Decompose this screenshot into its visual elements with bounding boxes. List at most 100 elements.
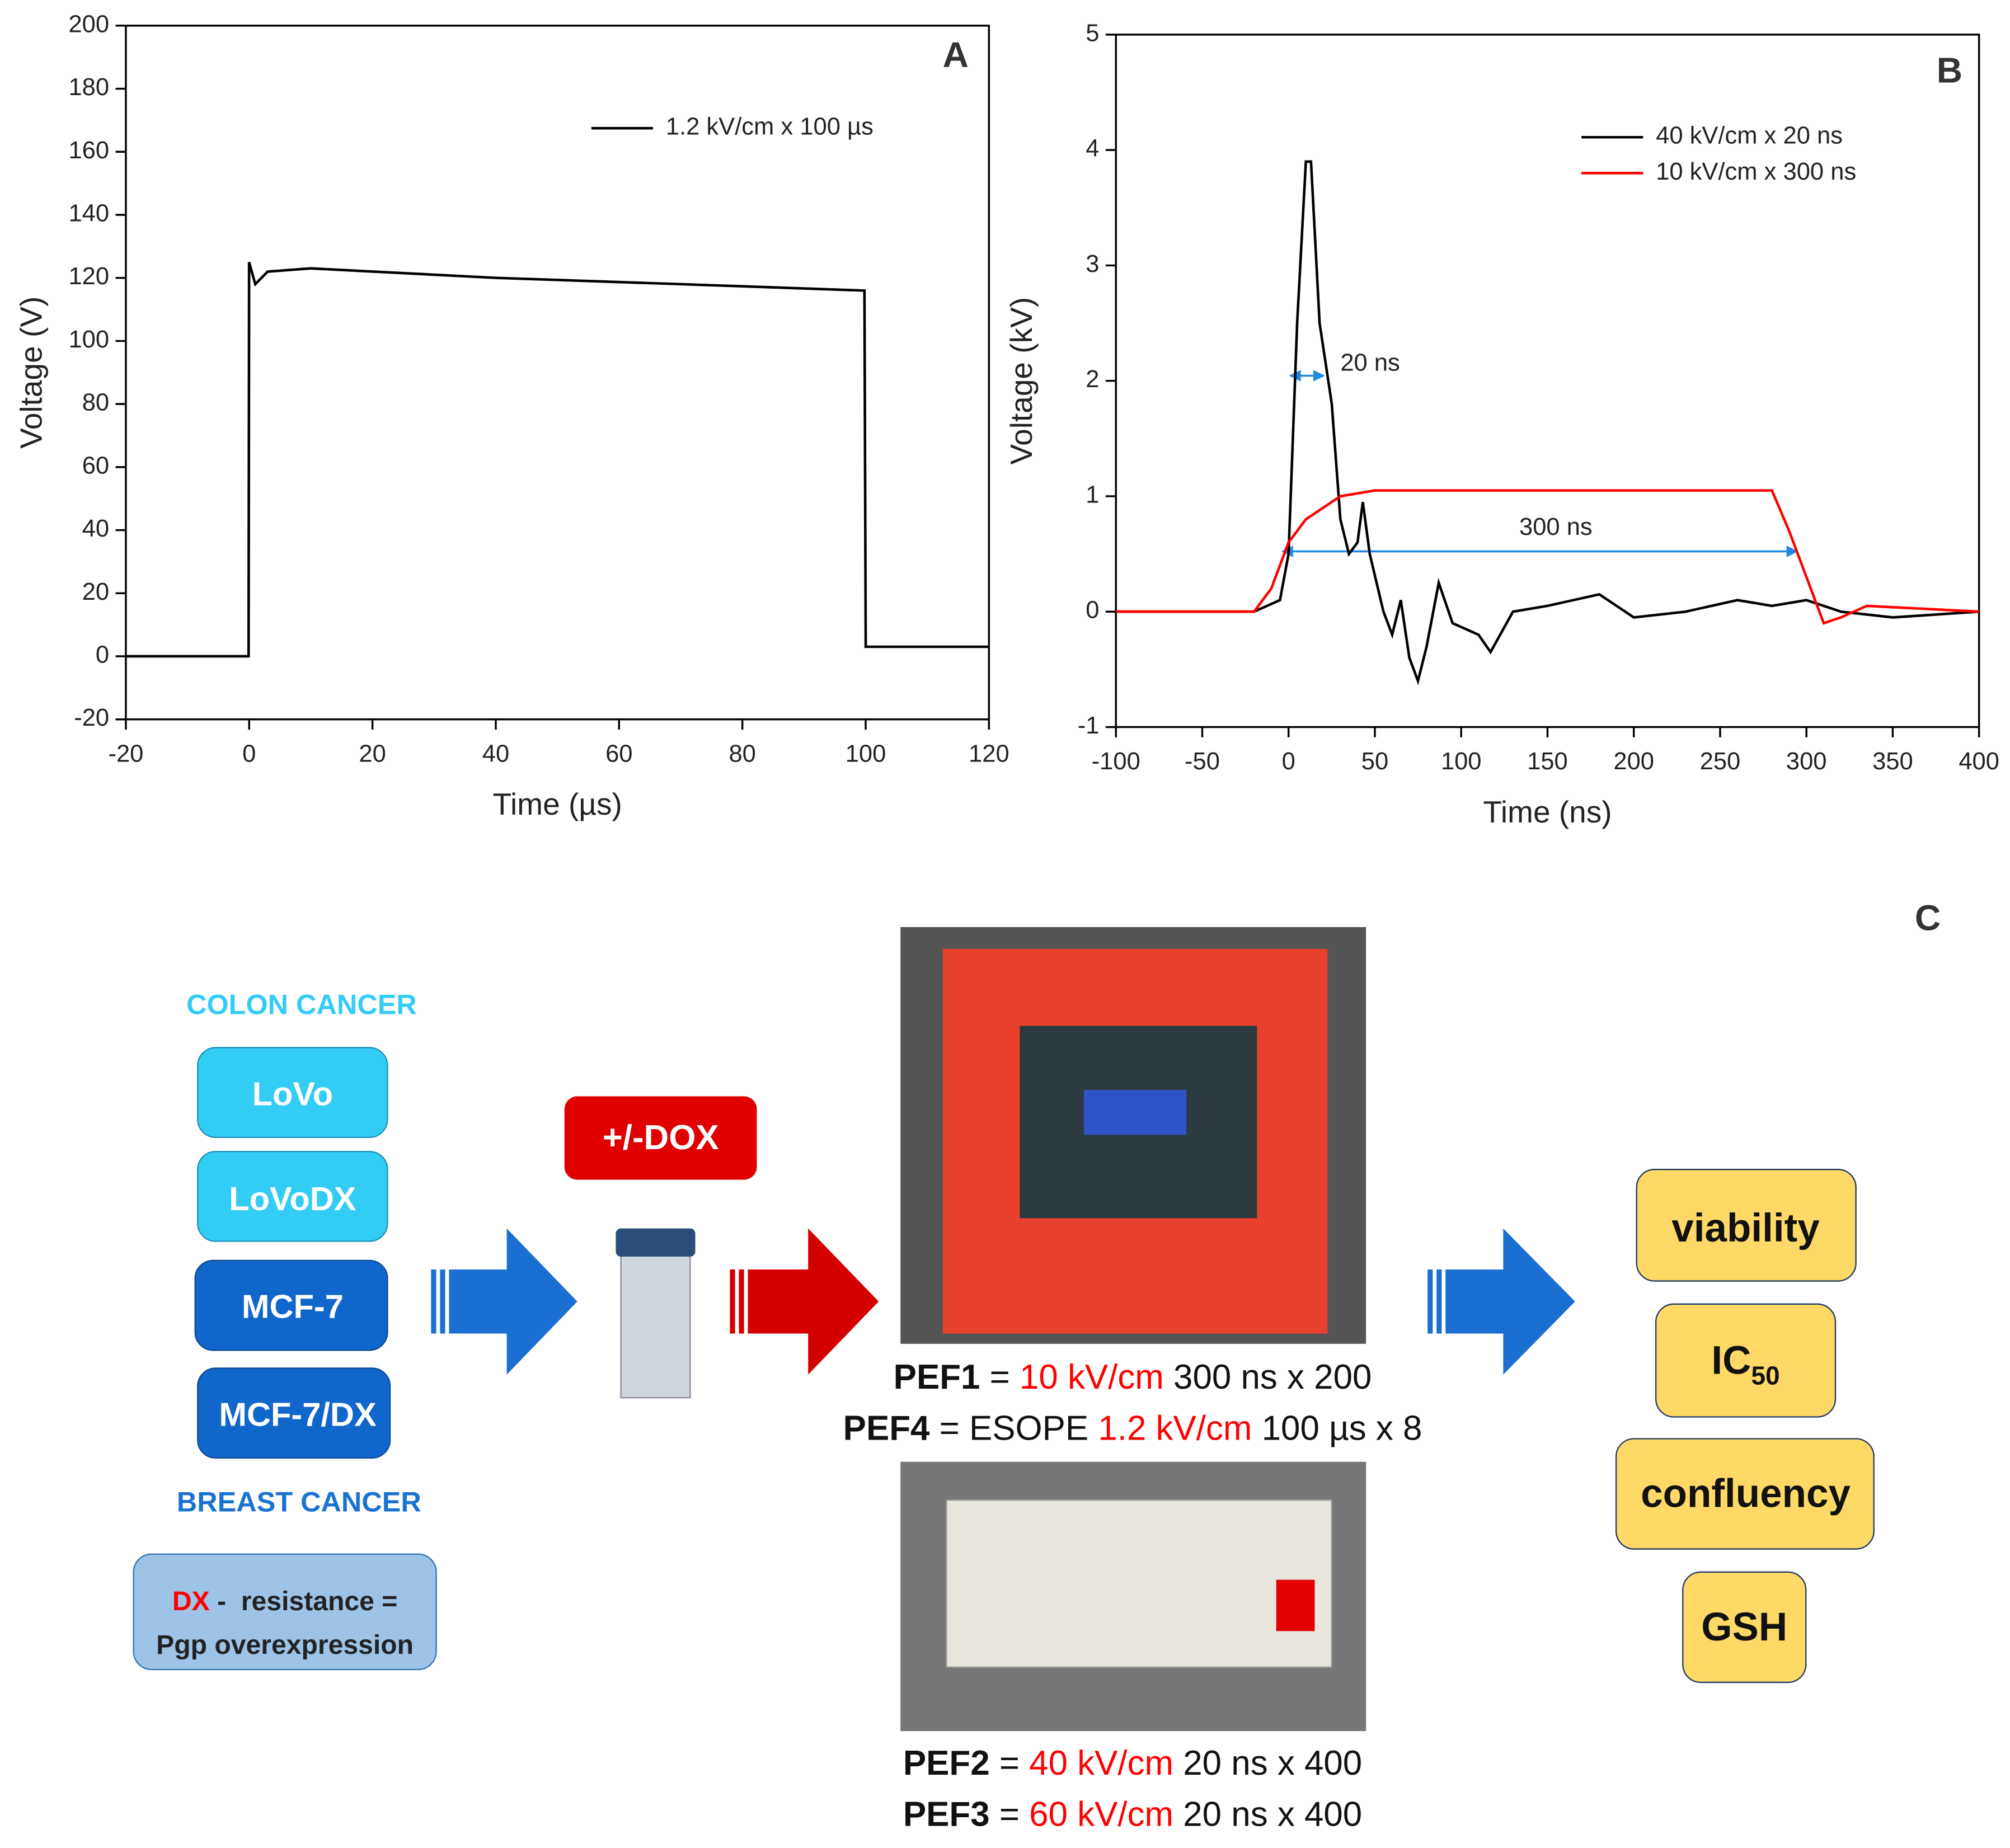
data-line xyxy=(1116,160,1979,685)
text-part: = xyxy=(980,1358,1020,1396)
cell-line-label: LoVo xyxy=(252,1075,334,1112)
x-tick-label: 20 xyxy=(359,740,386,767)
panel-label: C xyxy=(1915,898,1941,938)
group-label: BREAST CANCER xyxy=(177,1486,421,1518)
x-tick-label: 350 xyxy=(1872,748,1913,775)
text-part: = xyxy=(990,1744,1030,1783)
plot-frame xyxy=(1115,34,1980,728)
x-tick-label: 300 xyxy=(1786,748,1827,775)
y-tick-label: 0 xyxy=(96,642,109,669)
text-part: 20 ns x 400 xyxy=(1173,1744,1362,1783)
x-tick-label: 80 xyxy=(729,740,755,767)
arrow xyxy=(431,1228,577,1375)
rich-text: confluency xyxy=(1641,1471,1851,1516)
arrow xyxy=(1427,1228,1575,1375)
x-tick-label: -20 xyxy=(108,740,143,767)
text-part: PEF4 xyxy=(843,1409,930,1448)
y-tick-label: 80 xyxy=(82,389,109,416)
text-part: DX xyxy=(172,1586,210,1616)
y-tick-label: 160 xyxy=(68,137,109,164)
text-part: 300 ns x 200 xyxy=(1164,1358,1372,1396)
outcome-box xyxy=(1615,1438,1875,1550)
text-part: - resistance = xyxy=(210,1586,398,1616)
text-part: 50 xyxy=(1751,1361,1779,1390)
data-line xyxy=(125,261,989,658)
x-tick-label: 100 xyxy=(846,740,886,767)
y-tick-label: 40 xyxy=(82,515,109,542)
y-tick-label: 1 xyxy=(1086,481,1099,508)
text-part: viability xyxy=(1671,1206,1820,1250)
cell-box xyxy=(197,1047,388,1139)
text-part: 1.2 kV/cm xyxy=(1098,1409,1252,1448)
x-axis-label: Time (µs) xyxy=(492,787,622,821)
y-tick-label: 120 xyxy=(68,263,109,290)
text-part: PEF1 xyxy=(894,1358,980,1396)
y-tick-label: 180 xyxy=(68,74,109,101)
y-tick-label: 5 xyxy=(1086,20,1099,46)
x-tick-label: 0 xyxy=(242,740,256,767)
y-tick-label: 0 xyxy=(1086,597,1099,624)
x-tick-label: 100 xyxy=(1441,748,1482,775)
rich-text: PEF1 = 10 kV/cm 300 ns x 200 xyxy=(894,1358,1372,1396)
cell-line-label: MCF-7 xyxy=(242,1288,344,1325)
x-tick-label: 50 xyxy=(1361,748,1388,775)
rich-text: GSH xyxy=(1701,1605,1787,1649)
legend-label: 1.2 kV/cm x 100 µs xyxy=(666,114,873,140)
group-label: COLON CANCER xyxy=(186,988,417,1020)
text-part: 40 kV/cm xyxy=(1029,1744,1173,1783)
note-box xyxy=(133,1553,437,1671)
text-part: IC xyxy=(1711,1338,1751,1383)
generator xyxy=(946,1499,1332,1668)
cuvette-cap xyxy=(616,1228,696,1257)
y-tick-label: 20 xyxy=(82,579,109,605)
x-tick-label: 400 xyxy=(1959,748,1999,775)
x-tick-label: -50 xyxy=(1185,748,1220,775)
plot-frame xyxy=(125,25,990,721)
text-part: GSH xyxy=(1701,1605,1787,1649)
device-display xyxy=(1083,1090,1187,1135)
outcome-box xyxy=(1682,1571,1807,1684)
y-tick-label: 60 xyxy=(82,452,109,479)
x-tick-label: 120 xyxy=(969,740,1009,767)
cell-line-label: LoVoDX xyxy=(229,1180,356,1217)
annotation: 300 ns xyxy=(1519,514,1593,540)
cell-box xyxy=(197,1367,391,1459)
y-tick-label: 140 xyxy=(68,200,109,227)
rich-text: PEF4 = ESOPE 1.2 kV/cm 100 µs x 8 xyxy=(843,1409,1422,1448)
y-tick-label: 4 xyxy=(1086,135,1099,162)
arrow xyxy=(730,1228,879,1375)
text-part: = xyxy=(990,1795,1030,1834)
rich-text: PEF3 = 60 kV/cm 20 ns x 400 xyxy=(903,1795,1362,1834)
x-tick-label: 40 xyxy=(482,740,509,767)
y-tick-label: 3 xyxy=(1086,251,1099,278)
legend-label: 10 kV/cm x 300 ns xyxy=(1656,158,1856,185)
text-part: 100 µs x 8 xyxy=(1252,1409,1422,1448)
text-part: 10 kV/cm xyxy=(1020,1358,1164,1396)
x-tick-label: 150 xyxy=(1527,748,1568,775)
x-tick-label: 250 xyxy=(1700,748,1741,775)
x-tick-label: -100 xyxy=(1092,748,1140,775)
outcome-box xyxy=(1655,1303,1837,1418)
panel-label: A xyxy=(943,35,969,75)
annotation: 20 ns xyxy=(1340,349,1400,376)
text-part: confluency xyxy=(1641,1471,1851,1516)
x-tick-label: 0 xyxy=(1282,748,1295,775)
panel-label: B xyxy=(1937,50,1962,91)
text-part: 60 kV/cm xyxy=(1029,1795,1173,1834)
text-part: 20 ns x 400 xyxy=(1173,1795,1362,1834)
x-axis-label: Time (ns) xyxy=(1483,794,1612,829)
diagram-shapes xyxy=(133,927,1875,1732)
y-axis-label: Voltage (V) xyxy=(13,297,48,449)
rich-text: Pgp overexpression xyxy=(156,1629,414,1659)
text-part: PEF3 xyxy=(903,1795,990,1834)
x-tick-label: 200 xyxy=(1613,748,1654,775)
legend-label: 40 kV/cm x 20 ns xyxy=(1656,123,1843,149)
cell-line-label: MCF-7/DX xyxy=(219,1395,377,1433)
power-switch xyxy=(1276,1579,1315,1631)
treatment-box xyxy=(564,1096,757,1180)
y-tick-label: 200 xyxy=(68,11,109,37)
outcome-box xyxy=(1636,1169,1857,1282)
y-tick-label: 2 xyxy=(1086,366,1099,393)
data-line xyxy=(1116,489,1979,625)
